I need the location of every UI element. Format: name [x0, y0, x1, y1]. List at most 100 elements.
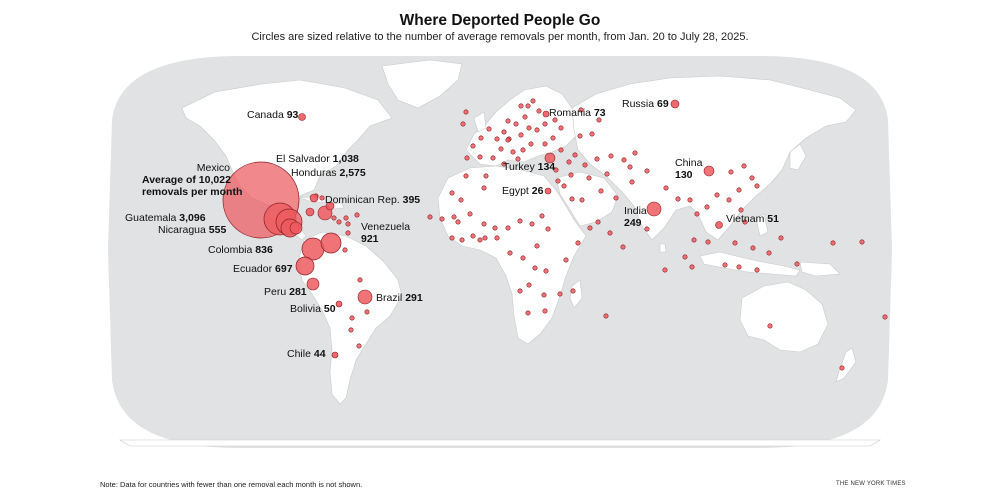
circle-cuba: [309, 193, 319, 203]
country-circle: [464, 155, 470, 161]
country-circle: [542, 308, 548, 314]
country-circle: [513, 121, 519, 127]
country-circle: [532, 265, 538, 271]
country-circle: [501, 129, 507, 135]
country-circle: [754, 267, 760, 273]
country-circle: [738, 207, 744, 213]
country-circle: [470, 233, 476, 239]
country-circle: [644, 168, 650, 174]
country-circle: [541, 292, 547, 298]
label-bolivia-name: Bolivia: [290, 303, 321, 315]
country-circle: [483, 173, 489, 179]
country-circle: [728, 169, 734, 175]
label-guatemala: Guatemala 3,096: [125, 212, 206, 224]
label-egypt: Egypt 26: [502, 185, 543, 197]
label-turkey: Turkey 134: [503, 161, 555, 173]
label-ecuador: Ecuador 697: [233, 263, 293, 275]
new-guinea-shape: [799, 261, 841, 277]
country-circle: [342, 247, 348, 253]
label-romania: Romania 73: [549, 107, 606, 119]
country-circle: [478, 135, 484, 141]
country-circle: [467, 211, 473, 217]
circle-peru: [306, 277, 320, 291]
country-circle: [534, 127, 540, 133]
country-circle: [536, 108, 542, 114]
label-bolivia-value: 50: [323, 303, 336, 315]
label-guatemala-name: Guatemala: [125, 212, 177, 224]
country-circle: [704, 204, 710, 210]
land-masses: [118, 59, 882, 447]
label-colombia: Colombia 836: [208, 244, 273, 256]
country-circle: [525, 103, 531, 109]
label-peru-value: 281: [289, 286, 307, 298]
circle-haiti: [325, 201, 335, 211]
label-russia-value: 69: [657, 98, 669, 110]
circle-china: [703, 165, 715, 177]
label-turkey-name: Turkey: [503, 161, 535, 173]
country-circle: [477, 237, 483, 243]
country-circle: [598, 188, 604, 194]
label-el-salvador-name: El Salvador: [276, 153, 330, 165]
country-circle: [518, 103, 524, 109]
country-circle: [520, 147, 526, 153]
label-brazil-name: Brazil: [376, 292, 403, 304]
country-circle: [575, 240, 581, 246]
country-circle: [343, 215, 349, 221]
label-ecuador-name: Ecuador: [233, 263, 273, 275]
country-circle: [319, 195, 325, 201]
country-circle: [553, 167, 559, 173]
country-circle: [589, 131, 595, 137]
country-circle: [608, 153, 614, 159]
country-circle: [839, 365, 845, 371]
country-circle: [595, 219, 601, 225]
label-nicaragua-name: Nicaragua: [158, 224, 206, 236]
label-nicaragua-value: 555: [208, 224, 227, 236]
country-circle: [632, 150, 638, 156]
label-romania-name: Romania: [549, 107, 592, 119]
country-circle: [742, 219, 748, 225]
label-ecuador-value: 697: [275, 263, 293, 275]
country-circle: [586, 175, 592, 181]
country-circle: [558, 147, 564, 153]
country-circle: [767, 323, 773, 329]
label-canada: Canada 93: [247, 109, 298, 121]
country-circle: [627, 164, 633, 170]
country-circle: [732, 240, 738, 246]
country-circle: [736, 187, 742, 193]
country-circle: [603, 313, 609, 319]
label-el-salvador-value: 1,038: [332, 153, 359, 165]
country-circle: [662, 267, 668, 273]
africa-shape: [437, 165, 587, 345]
country-circle: [754, 183, 760, 189]
circle-brazil: [357, 289, 373, 305]
country-circle: [501, 161, 507, 167]
country-circle: [463, 173, 469, 179]
label-mexico-line2: removals per month: [142, 186, 243, 198]
label-chile-value: 44: [313, 348, 326, 360]
country-circle: [596, 117, 602, 123]
country-circle: [722, 262, 728, 268]
country-circle: [594, 156, 600, 162]
country-circle: [542, 121, 548, 127]
label-chile: Chile 44: [287, 348, 326, 360]
country-circle: [629, 179, 635, 185]
country-circle: [830, 240, 836, 246]
country-circle: [705, 239, 711, 245]
country-circle: [794, 261, 800, 267]
country-circle: [557, 291, 563, 297]
country-circle: [675, 196, 681, 202]
label-peru-name: Peru: [264, 286, 287, 298]
country-circle: [530, 98, 536, 104]
country-circle: [357, 277, 363, 283]
label-canada-name: Canada: [247, 109, 284, 121]
country-circle: [550, 135, 556, 141]
country-circle: [766, 250, 772, 256]
country-circle: [364, 309, 370, 315]
circle-nicaragua: [289, 221, 303, 235]
circle-russia: [670, 99, 680, 109]
label-india: India 249: [624, 205, 647, 229]
country-circle: [582, 162, 588, 168]
country-circle: [539, 213, 545, 219]
country-circle: [482, 235, 488, 241]
label-nicaragua: Nicaragua 555: [158, 224, 226, 236]
